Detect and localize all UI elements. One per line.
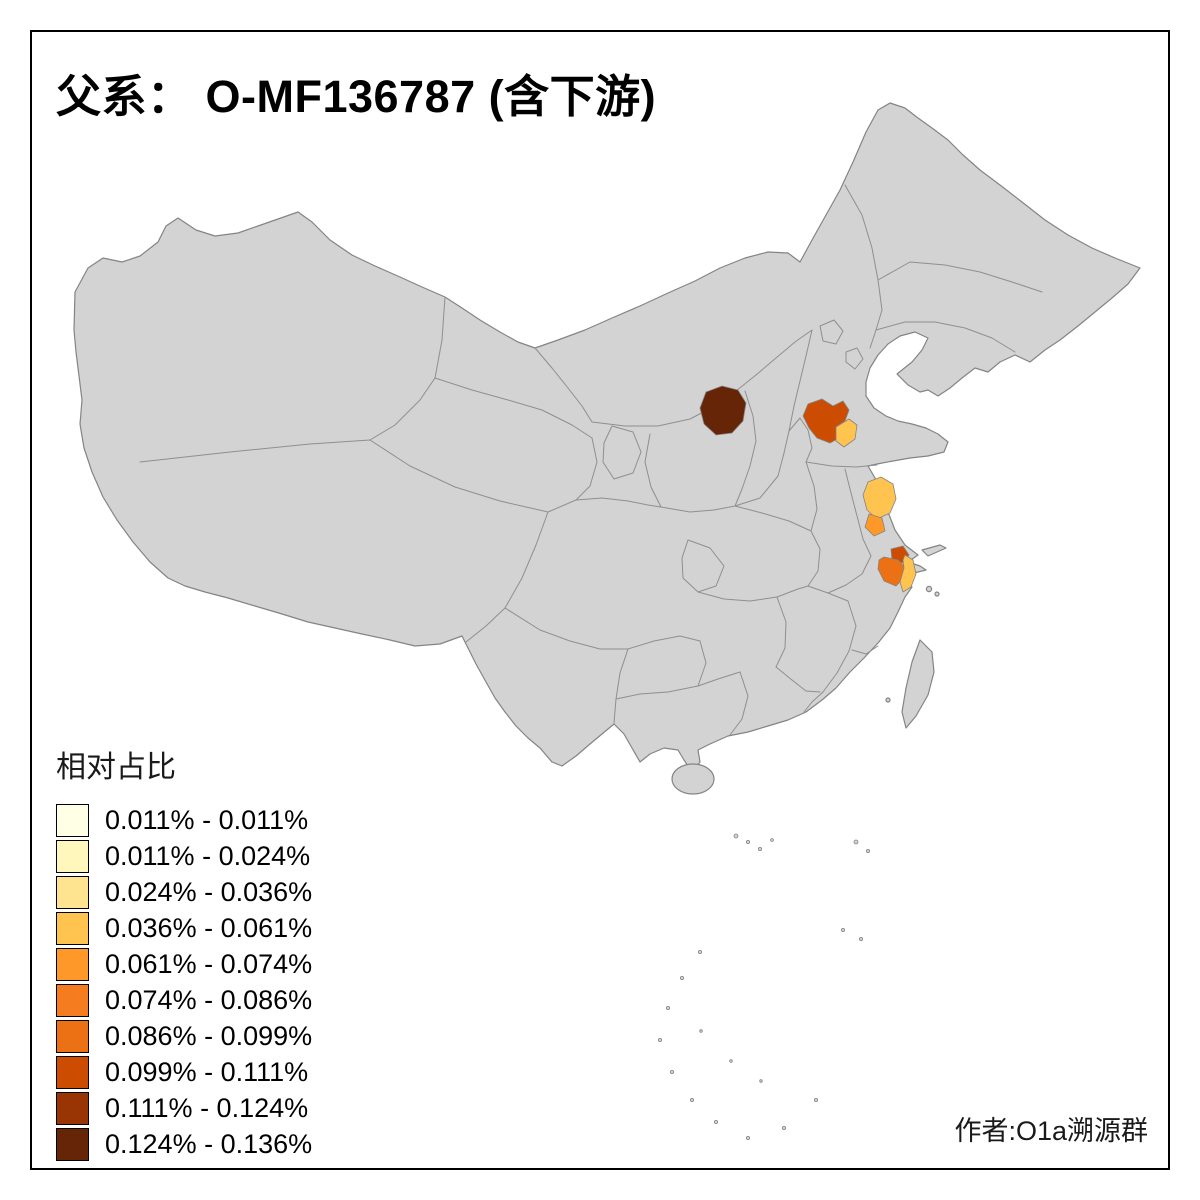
legend: 相对占比 0.011% - 0.011% 0.011% - 0.024% 0.024… [56,742,312,1162]
map-title: 父系： O-MF136787 (含下游) [56,71,657,122]
region-shaanxi-north [699,385,747,436]
legend-row: 0.099% - 0.111% [56,1054,312,1090]
region-zhejiang-north [877,556,906,587]
legend-row: 0.011% - 0.024% [56,838,312,874]
legend-label: 0.036% - 0.061% [105,912,313,943]
legend-swatch [56,983,89,1017]
south-china-sea-islands [658,833,871,1141]
legend-row: 0.011% - 0.011% [56,802,312,838]
legend-label: 0.074% - 0.086% [105,984,313,1015]
legend-swatch [56,947,89,981]
legend-row: 0.061% - 0.074% [56,946,312,982]
legend-row: 0.024% - 0.036% [56,874,312,910]
region-coastal-strip [899,554,917,593]
chongming-island [921,544,947,557]
region-jiangsu-central [862,476,897,520]
legend-label: 0.011% - 0.024% [105,840,311,871]
legend-swatch [56,1019,89,1053]
hainan-island [671,763,715,795]
legend-row: 0.124% - 0.136% [56,1126,312,1162]
legend-swatch [56,1127,89,1161]
province-borders [139,184,1043,736]
author-credit: 作者:O1a溯源群 [954,1116,1148,1146]
legend-swatch [56,1055,89,1089]
legend-title: 相对占比 [56,751,176,784]
plot-frame [30,30,1170,1170]
legend-swatch [56,803,89,837]
legend-swatch [56,875,89,909]
legend-label: 0.061% - 0.074% [105,948,313,979]
legend-entries: 0.011% - 0.011% 0.011% - 0.024% 0.024% - 0… [56,802,312,1162]
legend-label: 0.111% - 0.124% [105,1092,309,1123]
zhoushan-islet [934,591,940,597]
legend-label: 0.011% - 0.011% [105,804,309,835]
legend-row: 0.074% - 0.086% [56,982,312,1018]
legend-swatch [56,1091,89,1125]
region-shandong-central [835,418,858,448]
region-jiangsu-south [864,513,886,537]
legend-label: 0.086% - 0.099% [105,1020,313,1051]
legend-row: 0.036% - 0.061% [56,910,312,946]
legend-label: 0.024% - 0.036% [105,876,313,907]
legend-row: 0.086% - 0.099% [56,1018,312,1054]
legend-swatch [56,911,89,945]
highlighted-regions [699,385,917,593]
taiwan-island [901,639,935,729]
zhoushan-islet [925,585,933,593]
legend-label: 0.124% - 0.136% [105,1128,313,1159]
legend-swatch [56,839,89,873]
penghu-islet [885,697,891,703]
legend-label: 0.099% - 0.111% [105,1056,309,1087]
legend-row: 0.111% - 0.124% [56,1090,312,1126]
